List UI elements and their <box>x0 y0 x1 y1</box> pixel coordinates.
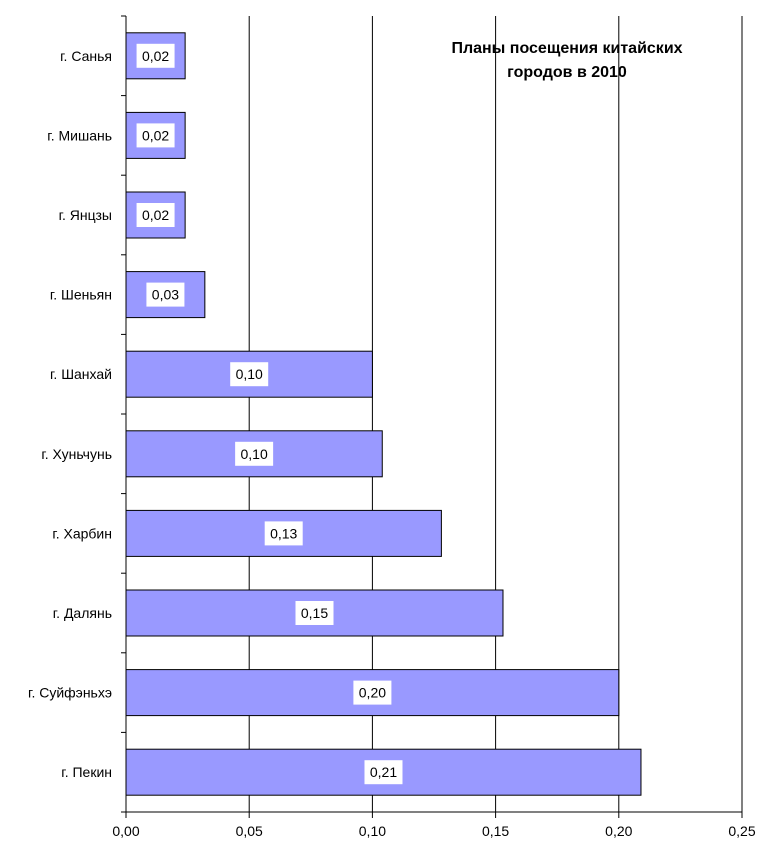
data-label: 0,03 <box>152 287 179 303</box>
data-label: 0,10 <box>241 446 268 462</box>
data-label-box <box>264 521 303 546</box>
data-label: 0,02 <box>142 48 169 64</box>
category-label: г. Далянь <box>53 605 112 621</box>
data-label: 0,02 <box>142 127 169 143</box>
data-label: 0,15 <box>301 605 328 621</box>
category-label: г. Пекин <box>61 764 112 780</box>
category-label: г. Мишань <box>47 127 112 143</box>
data-label: 0,02 <box>142 207 169 223</box>
data-label: 0,13 <box>270 525 297 541</box>
category-label: г. Янцзы <box>59 207 112 223</box>
chart-title: Планы посещения китайских городов в 2010 <box>451 40 683 81</box>
x-tick-label: 0,20 <box>605 823 632 839</box>
data-label-box <box>353 680 392 705</box>
data-label-box <box>235 441 274 466</box>
data-label: 0,20 <box>359 685 386 701</box>
category-label: г. Шеньян <box>50 287 112 303</box>
data-label-box <box>146 282 185 307</box>
x-tick-label: 0,00 <box>112 823 139 839</box>
data-label-box <box>136 203 175 227</box>
data-label-box <box>364 760 403 785</box>
x-tick-label: 0,10 <box>359 823 386 839</box>
category-label: г. Харбин <box>52 525 112 541</box>
x-tick-label: 0,25 <box>728 823 755 839</box>
data-label-box <box>295 601 334 625</box>
category-label: г. Санья <box>60 48 112 64</box>
data-label-box <box>230 362 269 387</box>
category-label: г. Суйфэньхэ <box>28 685 112 701</box>
category-label: г. Шанхай <box>50 366 112 382</box>
data-label: 0,10 <box>236 366 263 382</box>
data-label: 0,21 <box>370 764 397 780</box>
x-tick-label: 0,15 <box>482 823 509 839</box>
category-label: г. Хуньчунь <box>41 446 112 462</box>
data-label-box <box>136 123 175 148</box>
data-label-box <box>136 43 175 68</box>
x-tick-label: 0,05 <box>236 823 263 839</box>
